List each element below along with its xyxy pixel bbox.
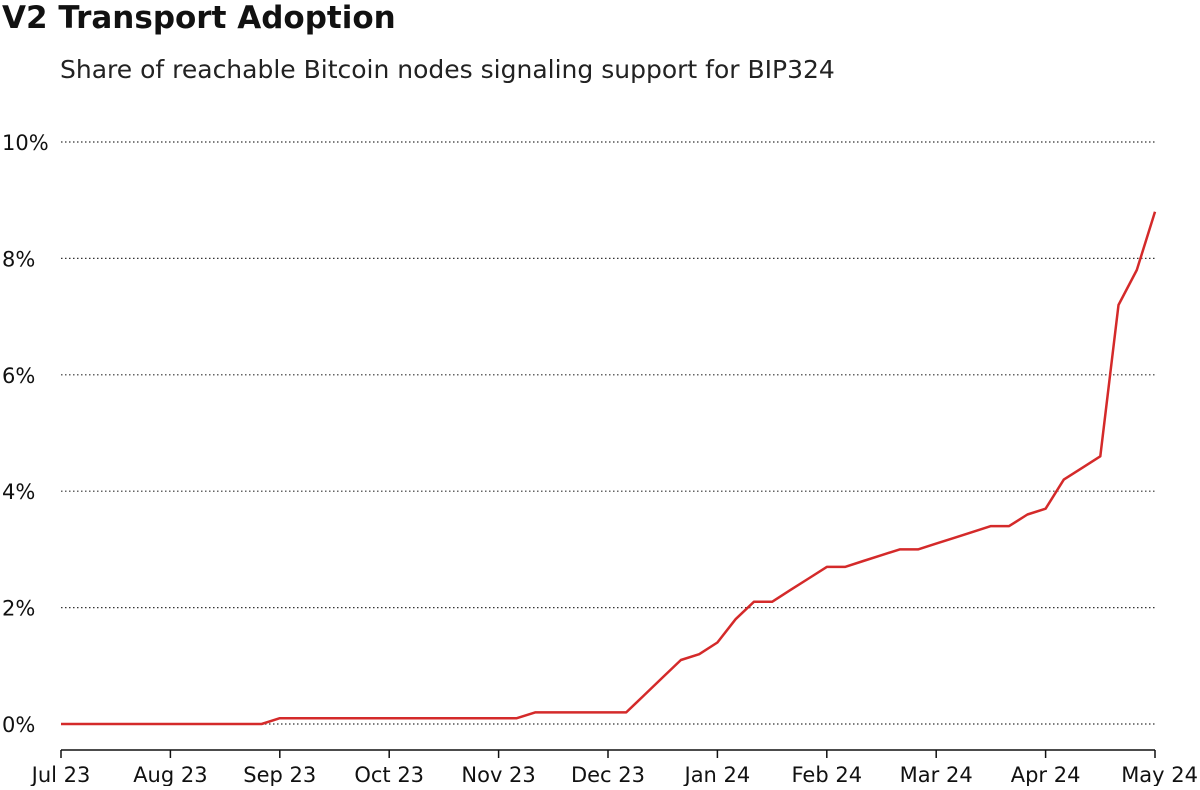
x-tick-label: Nov 23 <box>461 763 535 786</box>
x-tick-label: May 24 <box>1121 763 1198 786</box>
x-tick-label: Jul 23 <box>30 763 91 786</box>
x-tick-label: Apr 24 <box>1011 763 1081 786</box>
x-tick-label: Sep 23 <box>243 763 316 786</box>
x-tick-label: Mar 24 <box>900 763 973 786</box>
y-tick-label: 10% <box>2 131 49 155</box>
x-tick-label: Dec 23 <box>571 763 645 786</box>
chart-subtitle: Share of reachable Bitcoin nodes signali… <box>60 55 835 84</box>
y-tick-label: 6% <box>2 364 35 388</box>
data-line <box>61 211 1157 726</box>
y-tick-label: 2% <box>2 597 35 621</box>
x-tick-label: Jan 24 <box>683 763 751 786</box>
x-tick-label: Feb 24 <box>792 763 863 786</box>
x-tick-label: Oct 23 <box>354 763 424 786</box>
y-tick-label: 0% <box>2 713 35 737</box>
chart-title: V2 Transport Adoption <box>2 0 396 36</box>
y-tick-label: 8% <box>2 247 35 271</box>
y-tick-label: 4% <box>2 480 35 504</box>
x-tick-label: Aug 23 <box>133 763 207 786</box>
